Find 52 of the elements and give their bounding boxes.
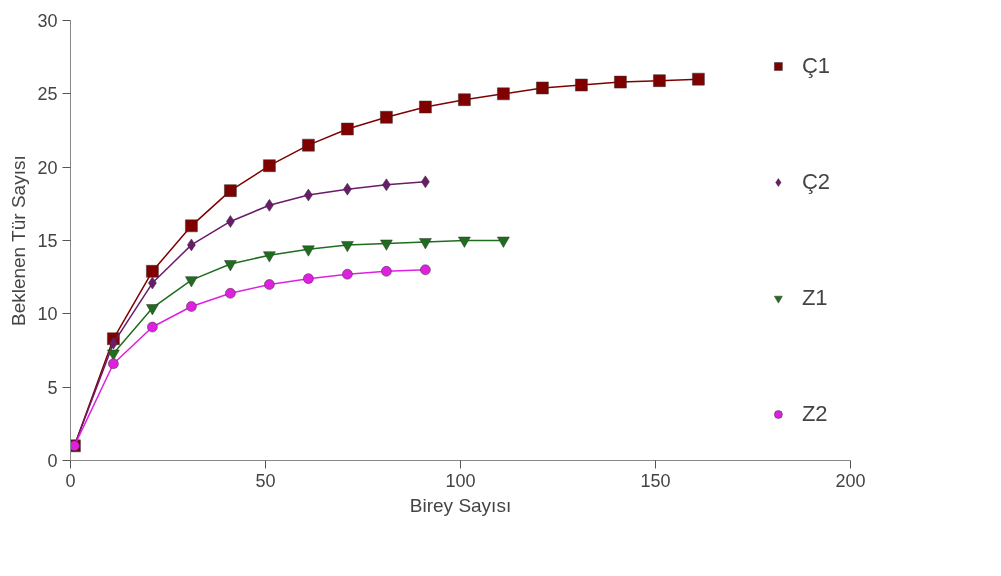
point: [108, 358, 119, 369]
point: [146, 304, 159, 316]
y-tick-label: 15: [37, 231, 58, 251]
y-tick-label: 5: [47, 377, 58, 398]
point: [224, 260, 237, 272]
x-tick-label: 200: [835, 470, 866, 491]
y-tick-label: 10: [37, 304, 58, 325]
x-axis-title: Birey Sayısı: [409, 494, 512, 516]
x-tick-label: 50: [255, 470, 276, 491]
point: [341, 122, 354, 136]
y-tick-label: 0: [47, 451, 58, 471]
point: [380, 111, 393, 124]
point: [420, 264, 431, 276]
point: [497, 236, 510, 248]
point: [692, 72, 705, 86]
point: [380, 239, 393, 251]
point: [225, 288, 236, 299]
point: [575, 78, 588, 92]
point: [614, 75, 627, 89]
point: [224, 184, 237, 197]
y-tick-label: 30: [37, 11, 58, 31]
y-tick-label: 25: [37, 84, 58, 105]
legend-label: Ç2: [801, 169, 830, 195]
point: [653, 74, 666, 87]
point: [185, 219, 198, 233]
point: [303, 273, 314, 284]
x-tick-label: 100: [445, 470, 476, 491]
point: [536, 81, 549, 95]
point: [458, 236, 471, 248]
x-tick-label: 150: [640, 470, 671, 491]
x-tick-label: 0: [65, 470, 76, 491]
point: [419, 100, 432, 114]
point: [497, 87, 510, 101]
y-axis-title: Beklenen Tür Sayısı: [8, 155, 30, 327]
point: [263, 251, 276, 263]
point: [302, 245, 315, 257]
point: [185, 276, 198, 288]
point: [263, 159, 276, 172]
point: [146, 265, 159, 278]
legend-label: Z2: [801, 401, 828, 427]
point: [381, 266, 392, 277]
point: [264, 279, 275, 290]
point: [458, 93, 471, 106]
point: [342, 268, 353, 280]
point: [147, 321, 158, 333]
point: [341, 241, 354, 253]
legend-label: Z1: [801, 285, 828, 311]
y-tick-label: 20: [37, 157, 58, 178]
point: [302, 138, 315, 152]
point: [419, 238, 432, 250]
legend-label: Ç1: [801, 53, 830, 79]
point: [186, 301, 197, 312]
